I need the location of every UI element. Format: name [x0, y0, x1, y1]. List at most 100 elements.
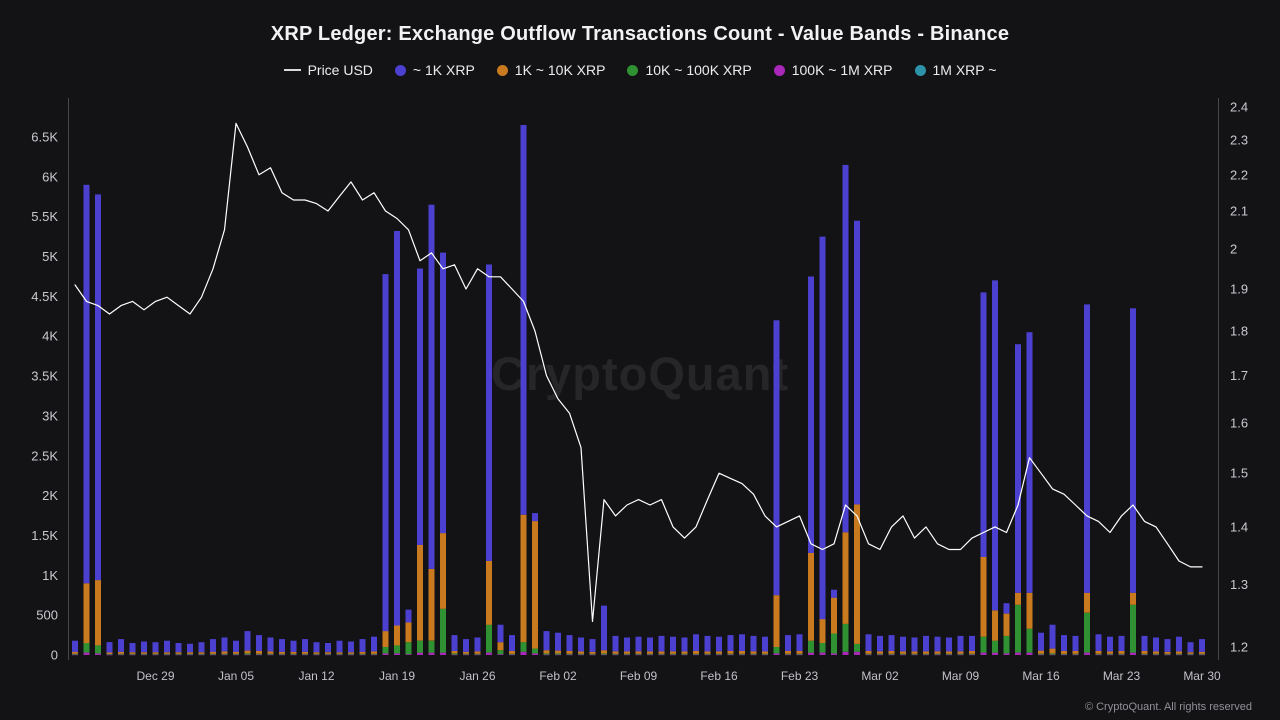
right-axis-tick-label: 1.5 — [1230, 466, 1248, 481]
plot-area[interactable] — [69, 98, 1219, 660]
bar-segment — [382, 653, 389, 655]
bar-segment — [532, 521, 538, 649]
bar-segment — [463, 654, 469, 656]
bar-segment — [589, 651, 596, 654]
bar-segment — [681, 651, 688, 654]
bar-segment — [877, 635, 883, 652]
bar-segment — [302, 639, 308, 652]
bar-segment — [566, 653, 573, 655]
bar-segment — [187, 654, 193, 656]
bar-segment — [532, 648, 538, 654]
bar-segment — [1130, 592, 1136, 605]
bar-segment — [313, 642, 320, 653]
bar-segment — [693, 634, 699, 651]
bar-segment — [1153, 653, 1159, 655]
bar-segment — [854, 643, 860, 652]
bar-segment — [555, 650, 561, 654]
bar-segment — [221, 637, 228, 652]
bar-segment — [635, 654, 642, 656]
bar-segment — [727, 651, 734, 654]
page-title: XRP Ledger: Exchange Outflow Transaction… — [270, 23, 1010, 45]
bar-segment — [957, 654, 964, 656]
bar-segment — [1164, 653, 1171, 655]
bar-segment — [612, 654, 619, 656]
bar-segment — [923, 635, 929, 652]
bar-segment — [118, 653, 124, 655]
legend-item-10k-100k-xrp[interactable]: 10K ~ 100K XRP — [627, 62, 752, 78]
bar-segment — [865, 634, 872, 651]
bar-segment — [808, 652, 814, 655]
bar-segment — [210, 639, 216, 652]
bar-segment — [704, 651, 711, 654]
bar-segment — [1072, 651, 1079, 654]
bar-segment — [164, 652, 170, 654]
bar-segment — [877, 651, 883, 654]
bar-segment — [1049, 648, 1056, 654]
bar-segment — [842, 164, 849, 533]
bar-segment — [106, 642, 113, 653]
bar-segment — [336, 640, 343, 653]
bar-segment — [543, 631, 550, 651]
bar-segment — [256, 651, 262, 654]
bar-segment — [727, 635, 734, 651]
bar-segment — [336, 654, 343, 656]
bar-segment — [244, 654, 251, 656]
right-axis-tick-label: 1.6 — [1230, 415, 1248, 430]
bar-segment — [980, 636, 987, 653]
legend-item-1k-10k-xrp[interactable]: 1K ~ 10K XRP — [496, 62, 605, 78]
bar-segment — [934, 651, 941, 654]
legend-item-1m-xrp[interactable]: 1M XRP ~ — [914, 62, 996, 78]
bar-segment — [164, 653, 170, 655]
legend-item-100k-1m-xrp[interactable]: 100K ~ 1M XRP — [773, 62, 893, 78]
bar-segment — [1141, 651, 1148, 654]
bar-segment — [371, 654, 377, 656]
bar-segment — [336, 653, 343, 655]
bar-segment — [1061, 651, 1067, 654]
bar-segment — [865, 651, 872, 654]
bar-segment — [290, 651, 297, 654]
bar-segment — [1003, 603, 1010, 614]
legend-dot-icon — [394, 64, 406, 76]
bar-segment — [888, 654, 895, 656]
bar-segment — [1107, 653, 1113, 655]
bar-segment — [210, 653, 216, 655]
bar-segment — [1095, 651, 1102, 654]
bar-segment — [256, 635, 262, 651]
bar-segment — [509, 635, 515, 651]
bar-segment — [819, 236, 826, 620]
bar-segment — [509, 654, 515, 656]
left-axis-tick-label: 6.5K — [31, 130, 58, 145]
bar-segment — [796, 651, 803, 654]
bar-segment — [773, 595, 780, 647]
bar-segment — [773, 647, 780, 654]
bar-segment — [440, 652, 446, 655]
right-axis-tick-label: 2.1 — [1230, 204, 1248, 219]
bar-segment — [900, 653, 906, 655]
bar-segment — [1176, 654, 1182, 656]
left-axis-tick-label: 5K — [42, 249, 58, 264]
bar-segment — [428, 652, 435, 655]
bar-segment — [417, 652, 423, 655]
bar-segment — [198, 653, 205, 655]
bar-segment — [658, 654, 665, 656]
bar-segment — [1072, 654, 1079, 656]
bar-segment — [969, 635, 975, 651]
bar-segment — [1130, 652, 1136, 655]
bar-segment — [221, 653, 228, 655]
bar-segment — [670, 654, 676, 656]
legend-item-price-usd[interactable]: Price USD — [283, 62, 373, 78]
bar-segment — [601, 653, 607, 655]
left-axis-tick-label: 3.5K — [31, 369, 58, 384]
bar-segment — [417, 545, 423, 641]
right-axis-tick-label: 1.4 — [1230, 519, 1248, 534]
bar-segment — [1084, 304, 1090, 593]
legend-item-1k-xrp[interactable]: ~ 1K XRP — [394, 62, 475, 78]
bar-segment — [578, 651, 584, 654]
bar-segment — [946, 654, 952, 656]
bar-segment — [647, 651, 653, 654]
bar-segment — [336, 652, 343, 654]
legend-dot-icon — [914, 64, 926, 76]
right-axis-tick-label: 2.4 — [1230, 100, 1248, 115]
